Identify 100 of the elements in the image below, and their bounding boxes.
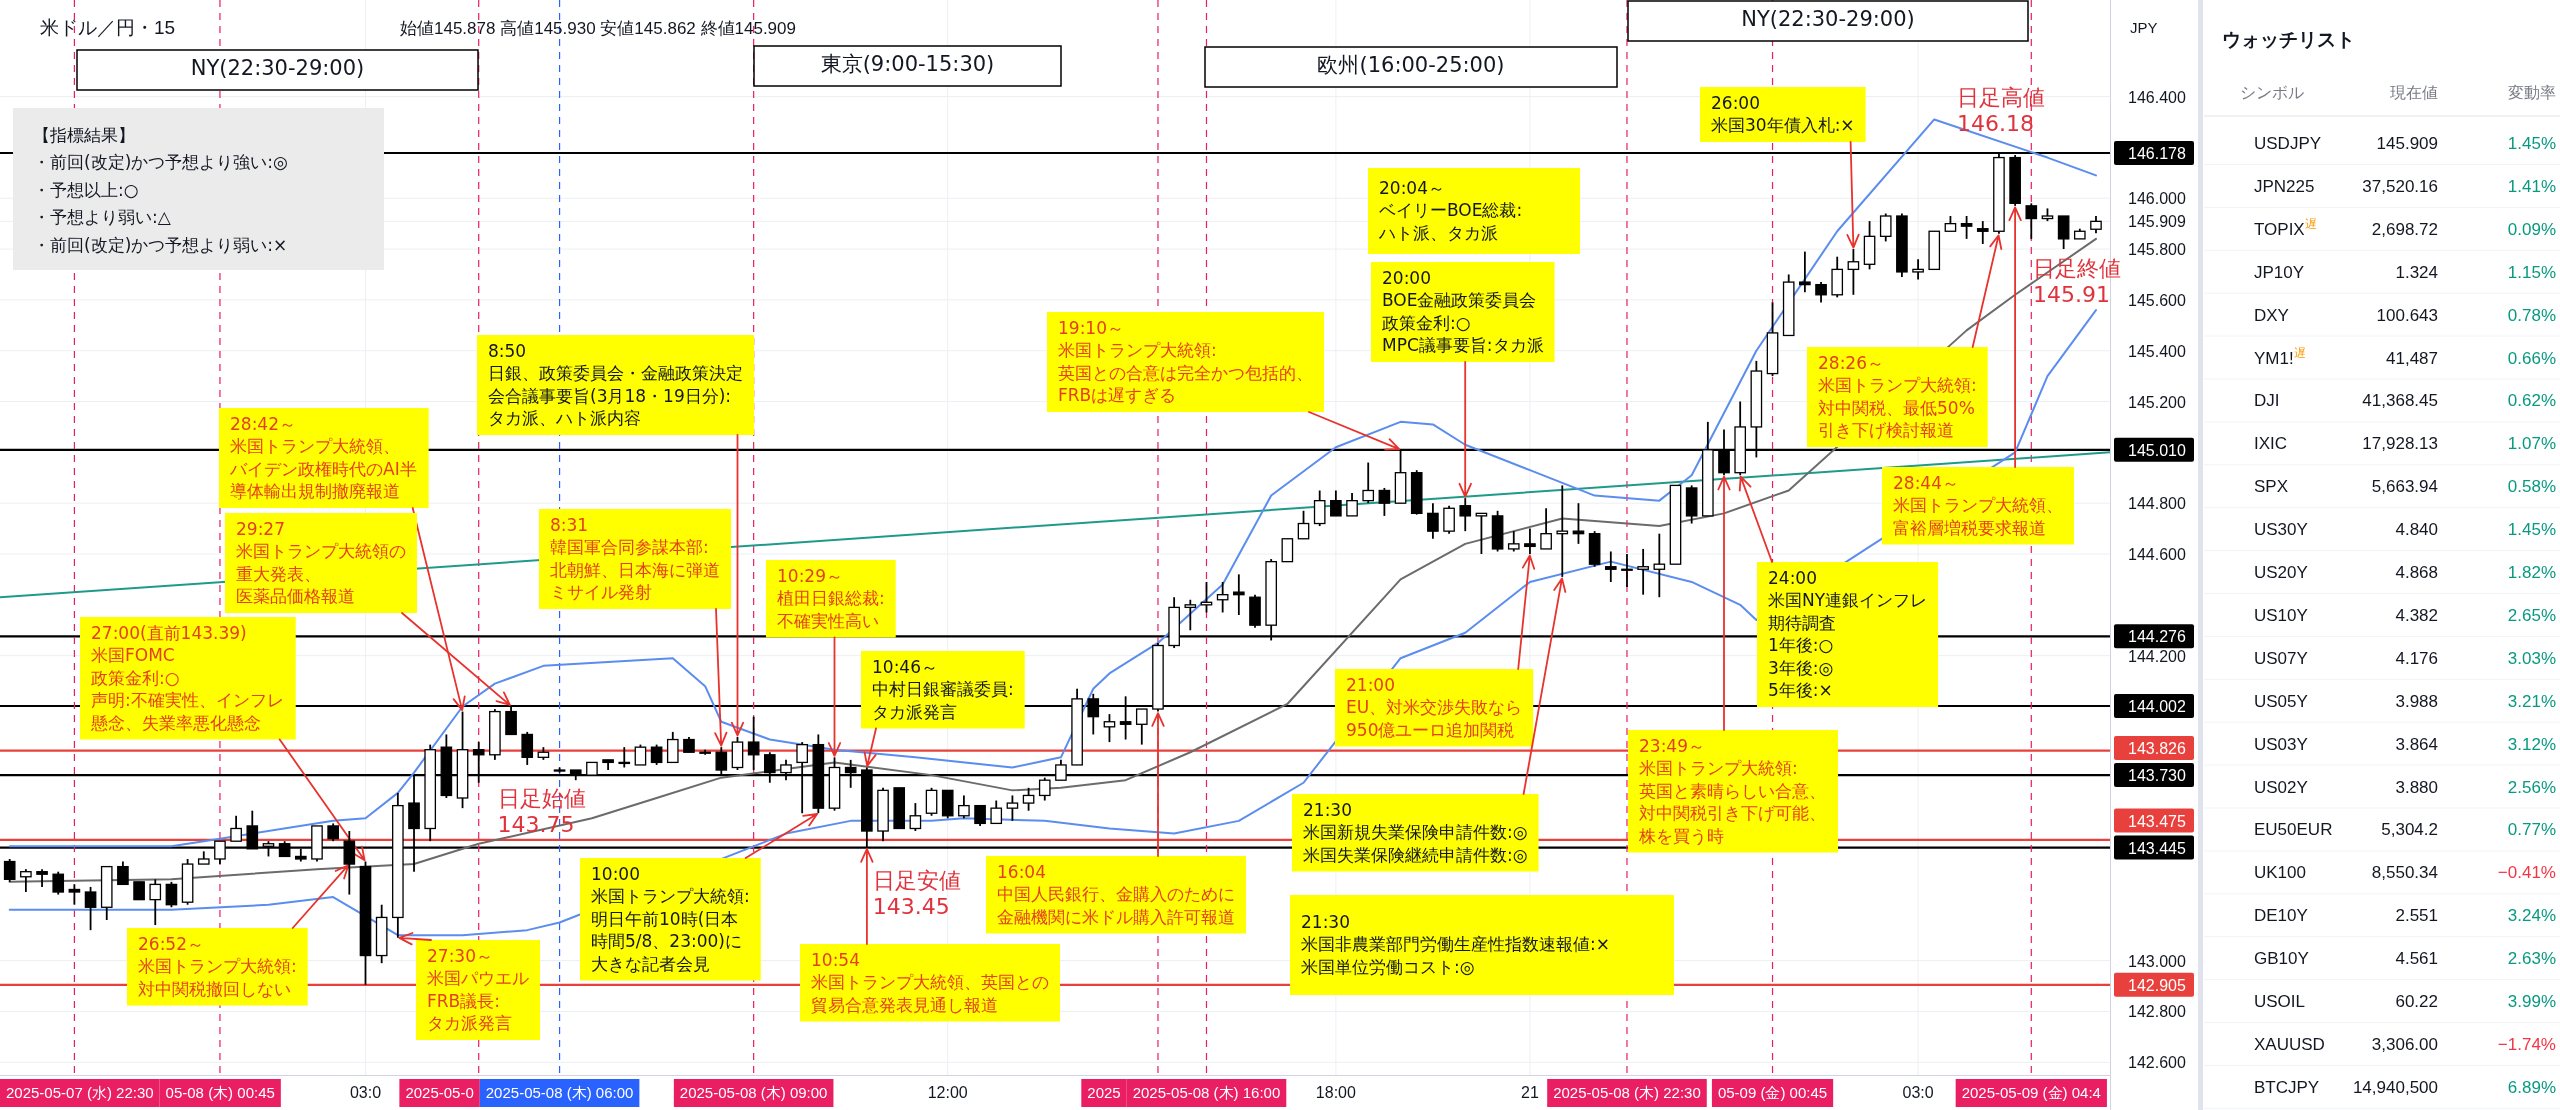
annotation: 29:27米国トランプ大統領の重大発表、医薬品価格報道 xyxy=(236,518,406,607)
annotation: 16:04中国人民銀行、金購入のために金融機関に米ドル購入許可報道 xyxy=(986,712,1246,934)
annotation: 26:00米国30年債入札:× xyxy=(1700,87,1866,249)
annotation: 【指標結果】・前回(改定)かつ予想より強い:◎・予想以上:○・予想より弱い:△・前回(改定)かつ予想より弱い:× xyxy=(33,124,288,255)
category-label: USDJPY xyxy=(2254,134,2322,153)
y-axis-title: JPY xyxy=(2130,19,2158,36)
annotation: 8:31韓国軍合同参謀本部:北朝鮮、日本海に弾道ミサイル発射 xyxy=(539,509,731,747)
data-label: 1.41% xyxy=(2507,176,2556,196)
ref-line-label: 144.276 xyxy=(2128,628,2186,646)
annotation: 27:00(直前143.39)米国FOMC政策金利:○声明:不確実性、インフレ懸念、失業率悪化懸念 xyxy=(80,617,366,862)
y-line-label: 142.905 xyxy=(2114,972,2194,997)
y-tick-label: 143.000 xyxy=(2128,952,2186,970)
data-label: 3.03% xyxy=(2507,648,2556,668)
ref-line-label: 2025-05-08 (木) 09:00 xyxy=(679,1084,828,1101)
x-tick-label: 21 xyxy=(1521,1084,1539,1101)
annotation: 27:00(直前143.39)米国FOMC政策金利:○声明:不確実性、インフレ懸念、失業率悪化懸念 xyxy=(90,622,284,733)
annotation: 19:10～米国トランプ大統領:英国との合意は完全かつ包括的、FRBは遅すぎる xyxy=(1058,317,1313,406)
annotation: 28:26～米国トランプ大統領:対中関税、最低50%引き下げ検討報道 xyxy=(1818,352,1977,441)
x-line-label: 2025-05-08 (木) 06:00 xyxy=(479,1079,640,1107)
y-tick-label: 142.600 xyxy=(2128,1054,2186,1072)
text: 米ドル／円・15 xyxy=(40,17,176,38)
annotation: NY(22:30-29:00) xyxy=(1741,7,1915,32)
annotation: 日足安値143.45 xyxy=(872,867,961,919)
data-label: 2.63% xyxy=(2507,949,2556,969)
ref-line-label: 2025-05-0 xyxy=(405,1084,474,1101)
ref-line-label: 2025-05-08 (木) 16:00 xyxy=(1132,1084,1281,1101)
annotation: 21:00EU、対米交渉失敗なら950億ユーロ追加関税 xyxy=(1335,554,1536,747)
ref-line-label: 143.475 xyxy=(2128,812,2186,830)
y-tick-label: 144.800 xyxy=(2128,495,2186,513)
annotation: 10:54米国トランプ大統領、英国との貿易合意発表見通し報道 xyxy=(811,949,1049,1015)
y-tick-label: 145.200 xyxy=(2128,393,2186,411)
annotation: 東京(9:00-15:30) xyxy=(820,52,995,77)
x-line-label: 2025 xyxy=(1081,1079,1127,1107)
annotation: 26:52～米国トランプ大統領:対中関税撤回しない xyxy=(138,933,297,999)
category-label: US05Y xyxy=(2254,691,2308,711)
x-tick-label: 18:00 xyxy=(1315,1084,1356,1101)
annotation: 27:30～米国パウエルFRB議長:タカ派発言 xyxy=(427,945,529,1034)
ref-line-label: 2025-05-07 (水) 22:30 xyxy=(6,1084,154,1101)
category-label: DJI xyxy=(2254,391,2280,411)
category-label: TOPIX$^{遅}$ xyxy=(2254,217,2317,239)
category-label: EU50EUR xyxy=(2254,820,2333,840)
annotation: 24:00米国NY連銀インフレ期待調査1年後:○3年後:◎5年後:× xyxy=(1768,567,1928,701)
ref-line-label: 2025 xyxy=(1087,1084,1121,1101)
y-tick-label: 144.200 xyxy=(2128,647,2186,665)
category-label: DE10Y xyxy=(2254,906,2308,926)
y-line-label: 143.475 xyxy=(2114,808,2194,833)
data-label: 1.15% xyxy=(2507,262,2556,282)
data-label: 0.09% xyxy=(2507,219,2556,239)
data-label: 0.66% xyxy=(2507,348,2556,368)
x-line-label: 05-08 (木) 00:45 xyxy=(159,1079,281,1107)
ref-line-label: 143.445 xyxy=(2128,839,2186,857)
annotation: 21:30米国非農業部門労働生産性指数速報値:×米国単位労働コスト:◎ xyxy=(1301,911,1610,977)
annotation: 10:29～植田日銀総裁:不確実性高い xyxy=(777,565,885,631)
ref-line-label: 143.826 xyxy=(2128,740,2186,758)
y-line-label: 146.178 xyxy=(2114,141,2194,165)
ref-line-label: 145.010 xyxy=(2128,441,2186,459)
data-label: 1.82% xyxy=(2507,563,2556,582)
y-tick-label: 145.800 xyxy=(2128,241,2186,259)
category-label: US30Y xyxy=(2254,520,2308,540)
category-label: US02Y xyxy=(2254,777,2308,797)
y-tick-label: 146.400 xyxy=(2128,88,2186,106)
annotation: 28:42～米国トランプ大統領、バイデン政権時代のAI半導体輸出規制撤廃報道 xyxy=(229,413,417,502)
category-label: DXY xyxy=(2254,305,2289,325)
text: ウォッチリスト xyxy=(2222,29,2355,50)
y-tick-label: 145.909 xyxy=(2128,213,2186,231)
y-line-label: 143.826 xyxy=(2114,736,2194,761)
ref-line-label: 146.178 xyxy=(2128,144,2186,162)
ref-line-label: 2025-05-08 (木) 06:00 xyxy=(485,1084,634,1101)
y-line-label: 144.002 xyxy=(2114,694,2194,718)
x-line-label: 2025-05-08 (木) 16:00 xyxy=(1126,1079,1287,1107)
x-tick-label: 12:00 xyxy=(927,1084,968,1101)
data-label: 3.99% xyxy=(2507,992,2556,1011)
annotation: 8:31韓国軍合同参謀本部:北朝鮮、日本海に弾道ミサイル発射 xyxy=(550,514,720,603)
y-tick-label: 145.600 xyxy=(2128,291,2186,309)
y-line-label: 143.730 xyxy=(2114,763,2194,788)
annotation: 21:30米国非農業部門労働生産性指数速報値:×米国単位労働コスト:◎ xyxy=(1290,895,1674,995)
annotation: 20:04～ベイリーBOE総裁:ハト派、タカ派 xyxy=(1368,168,1580,254)
x-line-label: 05-09 (金) 00:45 xyxy=(1711,1079,1834,1107)
annotation: 【指標結果】・前回(改定)かつ予想より強い:◎・予想以上:○・予想より弱い:△・前回(改定)かつ予想より弱い:× xyxy=(13,108,384,270)
annotation: NY(22:30-29:00) xyxy=(1627,0,2029,42)
ref-line-label: 05-08 (木) 00:45 xyxy=(165,1084,275,1101)
annotation: 21:00EU、対米交渉失敗なら950億ユーロ追加関税 xyxy=(1346,674,1523,740)
y-line-label: 144.276 xyxy=(2114,624,2194,649)
ref-line-label: 142.905 xyxy=(2128,976,2186,994)
annotation: 日足高値146.18 xyxy=(1956,85,2045,136)
data-label: 2.65% xyxy=(2507,605,2556,625)
annotation: 20:04～ベイリーBOE総裁:ハト派、タカ派 xyxy=(1378,177,1523,243)
annotation: 26:00米国30年債入札:× xyxy=(1711,92,1855,136)
annotation: NY(22:30-29:00) xyxy=(76,49,479,91)
ref-line-label: 143.730 xyxy=(2128,767,2186,785)
category-label: UK100 xyxy=(2254,863,2306,883)
data-label: 3.21% xyxy=(2507,691,2556,711)
category-label: JPN225 xyxy=(2254,176,2315,196)
annotation: 欧州(16:00-25:00) xyxy=(1317,53,1505,78)
annotation: 26:52～米国トランプ大統領:対中関税撤回しない xyxy=(127,864,350,1006)
x-line-label: 2025-05-08 (木) 22:30 xyxy=(1547,1079,1707,1107)
x-tick-label: 03:0 xyxy=(1902,1084,1934,1101)
data-label: 3.12% xyxy=(2507,734,2556,754)
data-label: 2.56% xyxy=(2507,777,2556,797)
y-tick-label: 144.600 xyxy=(2128,546,2186,564)
